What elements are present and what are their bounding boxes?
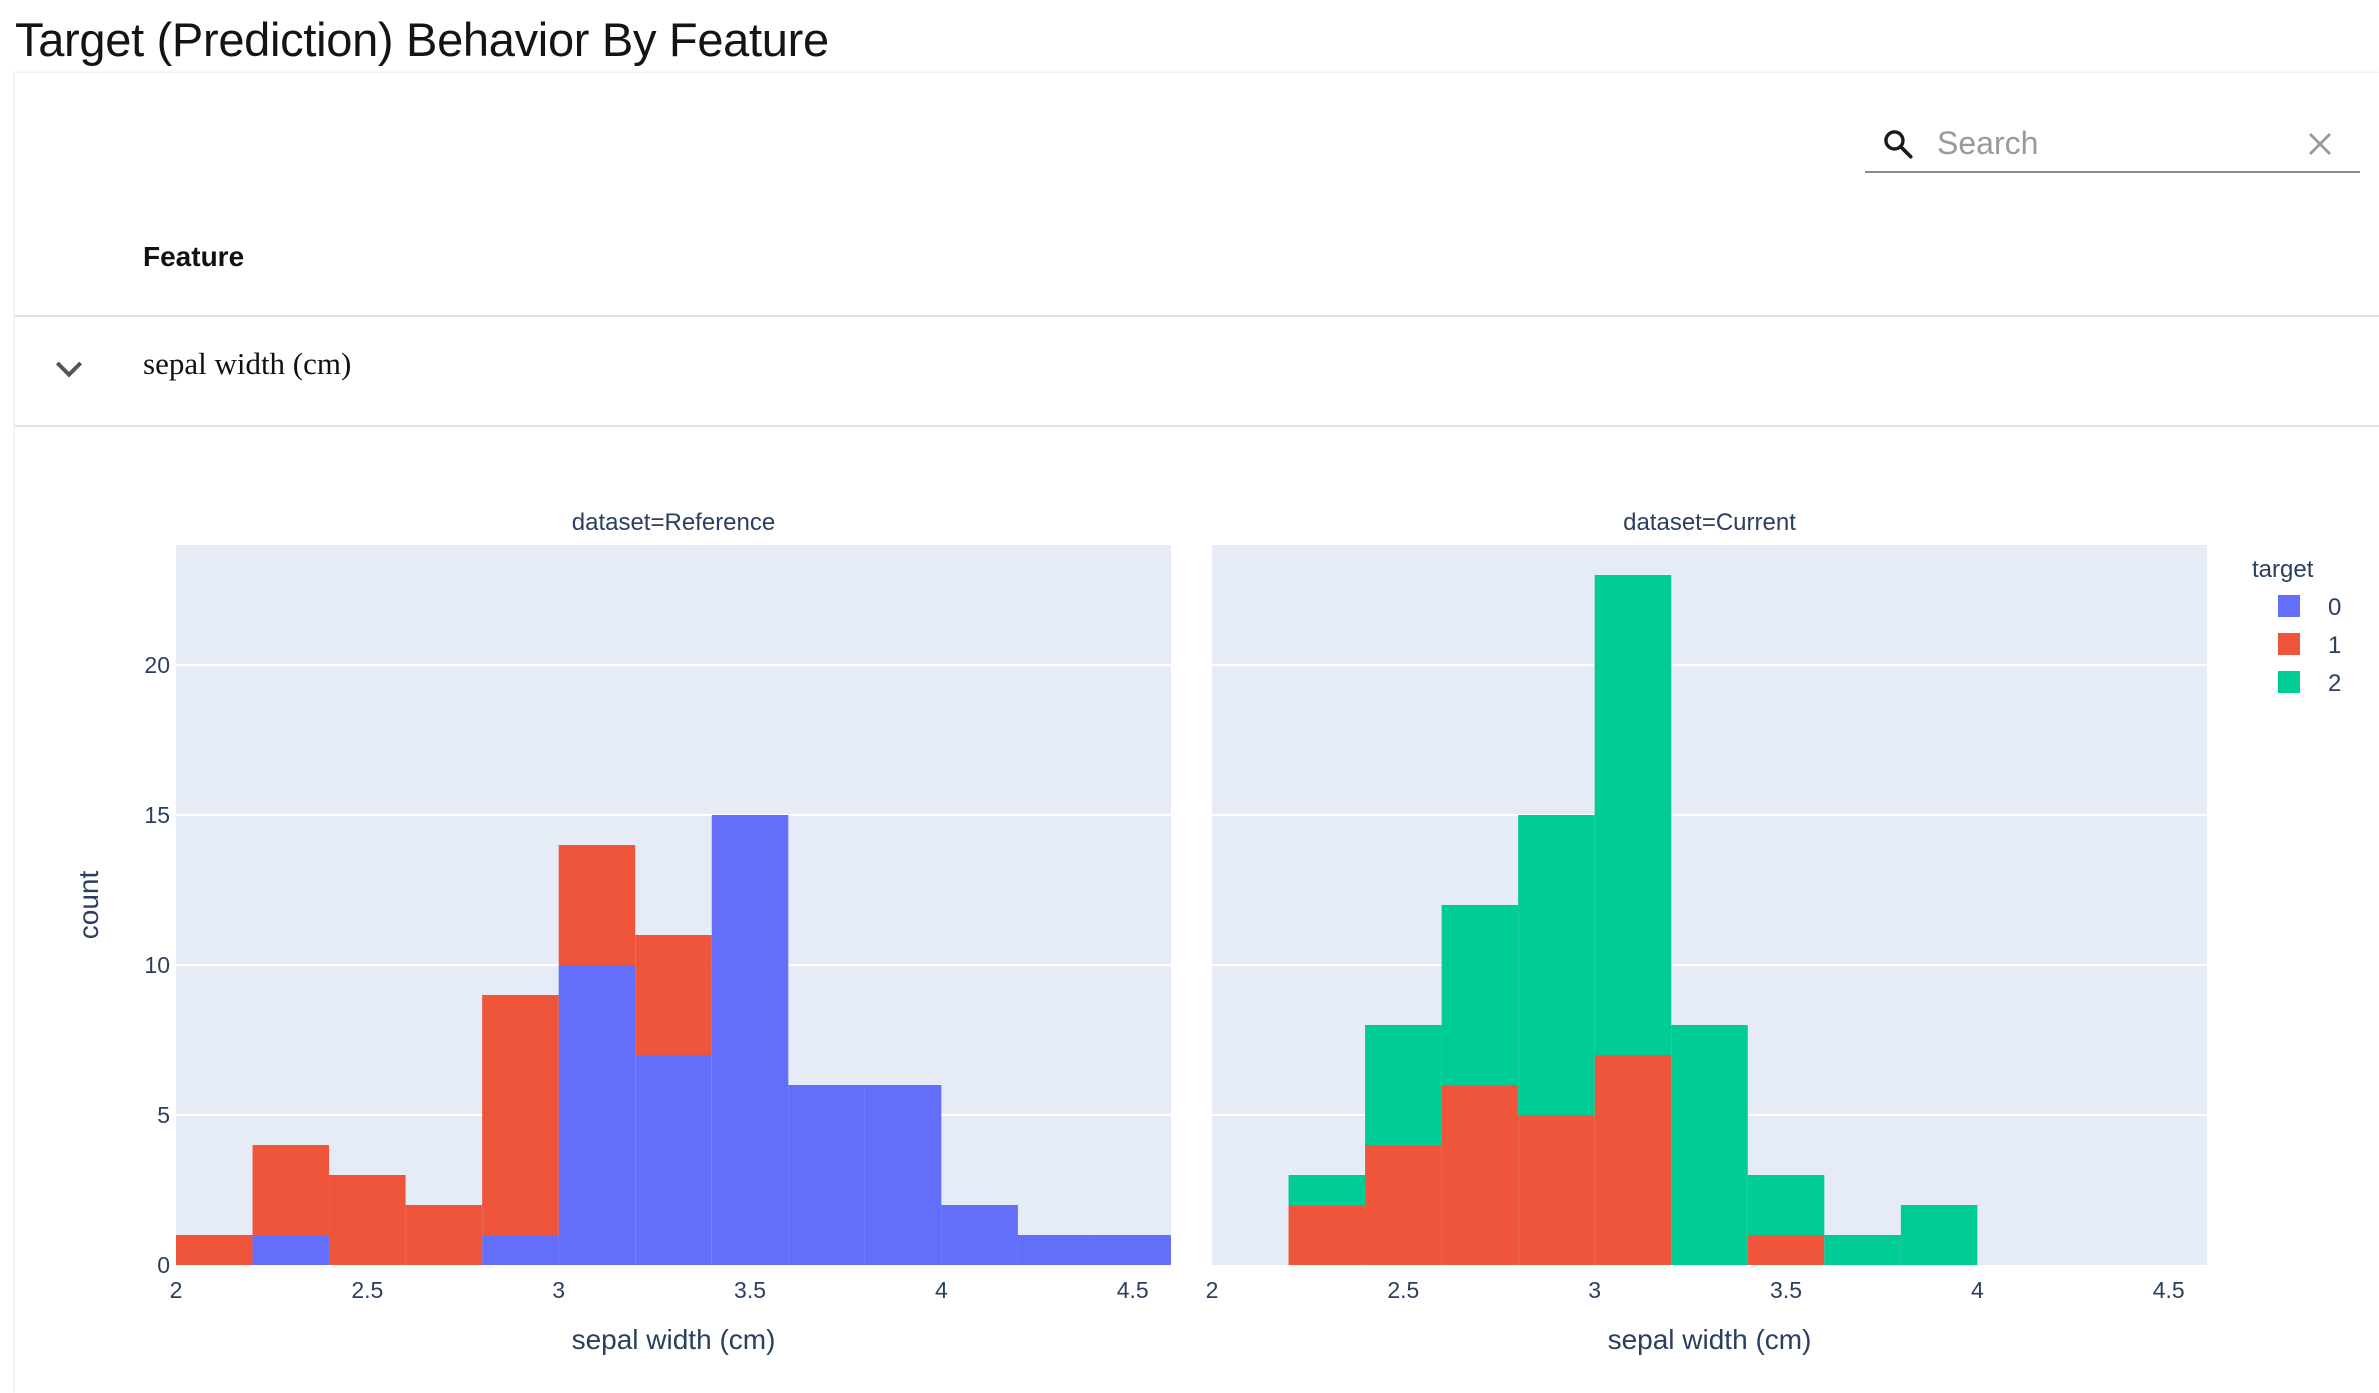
histogram-bar <box>941 1205 1018 1265</box>
x-tick-label: 2 <box>1206 1277 1219 1303</box>
search-input[interactable] <box>1935 121 2299 165</box>
histogram-bar <box>1288 1175 1366 1205</box>
table-row[interactable]: sepal width (cm) <box>15 316 2379 422</box>
legend-swatch <box>2278 595 2300 617</box>
histogram-bar <box>176 1235 253 1265</box>
legend-label: 1 <box>2328 632 2341 659</box>
histogram-bar <box>635 1055 712 1265</box>
histogram-bar <box>1671 1025 1748 1265</box>
histogram-bar <box>558 965 636 1265</box>
histogram-bar <box>1441 1085 1519 1265</box>
legend-label: 0 <box>2328 594 2341 621</box>
x-tick-label: 4.5 <box>1117 1277 1149 1303</box>
x-axis-label: sepal width (cm) <box>572 1324 776 1355</box>
histogram-bar <box>1094 1235 1171 1265</box>
legend-swatch <box>2278 633 2300 655</box>
page-title: Target (Prediction) Behavior By Feature <box>15 13 829 66</box>
x-tick-label: 4.5 <box>2153 1277 2185 1303</box>
x-tick-label: 4 <box>935 1277 948 1303</box>
x-tick-label: 3.5 <box>1770 1277 1802 1303</box>
histogram-bar <box>329 1175 406 1265</box>
y-tick-label: 10 <box>144 952 170 978</box>
histogram-bar <box>252 1235 330 1265</box>
search-field[interactable] <box>1865 115 2360 173</box>
row-divider <box>15 425 2379 427</box>
histogram-bar <box>1288 1205 1366 1265</box>
histogram-bar <box>482 995 559 1235</box>
y-tick-label: 20 <box>144 652 170 678</box>
facet-title: dataset=Current <box>1623 509 1796 536</box>
legend-label: 2 <box>2328 670 2341 697</box>
x-tick-label: 3 <box>552 1277 565 1303</box>
x-tick-label: 2.5 <box>1387 1277 1419 1303</box>
histogram-bar <box>1747 1235 1825 1265</box>
histogram-bar <box>558 845 636 965</box>
histogram-bar <box>1365 1145 1442 1265</box>
column-header-feature[interactable]: Feature <box>143 241 245 272</box>
histogram-bar <box>252 1145 330 1235</box>
histogram-bar <box>1900 1205 1978 1265</box>
x-axis-label: sepal width (cm) <box>1608 1324 1812 1355</box>
histogram-bar <box>1747 1175 1825 1235</box>
x-tick-label: 3 <box>1588 1277 1601 1303</box>
histogram-bar <box>635 935 712 1055</box>
header-divider <box>15 315 2379 317</box>
histogram-bar <box>1518 815 1595 1115</box>
legend-swatch <box>2278 671 2300 693</box>
search-icon <box>1884 130 1913 159</box>
y-tick-label: 0 <box>157 1252 170 1278</box>
x-tick-label: 3.5 <box>734 1277 766 1303</box>
histogram-bar <box>482 1235 559 1265</box>
x-tick-label: 2 <box>170 1277 183 1303</box>
histogram-bar <box>864 1085 942 1265</box>
y-tick-label: 5 <box>157 1102 170 1128</box>
histogram-bar <box>788 1085 865 1265</box>
facet-title: dataset=Reference <box>572 509 775 536</box>
histogram-bar <box>1017 1235 1095 1265</box>
y-axis-label: count <box>73 871 104 940</box>
y-tick-label: 15 <box>144 802 170 828</box>
histogram-bar <box>1365 1025 1442 1145</box>
histogram-bar <box>1441 905 1519 1085</box>
chevron-down-icon[interactable] <box>49 348 89 388</box>
histogram-bar <box>1518 1115 1595 1265</box>
close-icon[interactable] <box>2305 129 2335 159</box>
histogram-bar <box>1824 1235 1901 1265</box>
histogram-bar <box>1594 1055 1672 1265</box>
legend-title: target <box>2252 556 2314 583</box>
histogram-bar <box>405 1205 483 1265</box>
histogram-bar <box>1594 575 1672 1055</box>
x-tick-label: 2.5 <box>351 1277 383 1303</box>
histogram-bar <box>711 815 789 1265</box>
feature-name: sepal width (cm) <box>143 346 352 381</box>
x-tick-label: 4 <box>1971 1277 1984 1303</box>
